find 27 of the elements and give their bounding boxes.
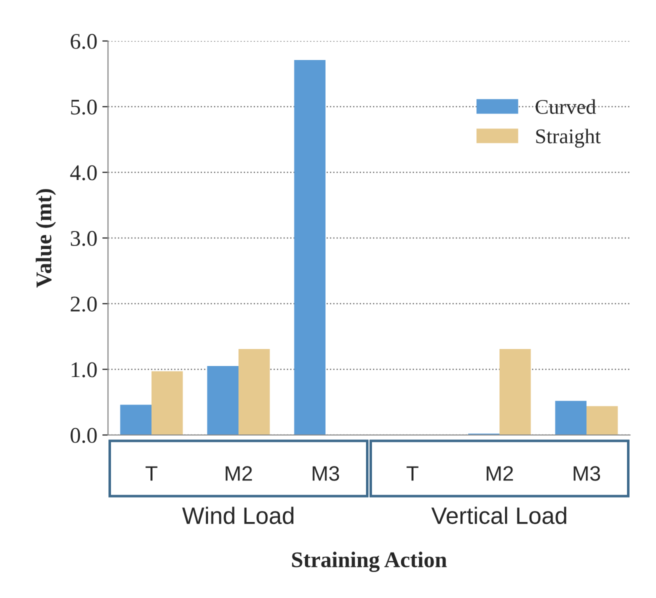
x-tick-label: T	[146, 466, 158, 481]
bar	[207, 366, 238, 435]
y-tick-label: 2.0	[70, 296, 97, 312]
y-tick-label: 1.0	[72, 362, 97, 378]
legend-label: Straight	[536, 128, 601, 148]
x-axis-title: Straining Action	[292, 552, 447, 572]
y-tick-label: 5.0	[71, 100, 97, 115]
bar	[586, 406, 618, 435]
bar	[152, 371, 183, 435]
bar	[294, 60, 326, 435]
x-tick-label: M2	[486, 466, 513, 481]
bar	[238, 348, 270, 435]
x-tick-label: M2	[226, 466, 252, 481]
text: Vertical Load	[431, 506, 566, 524]
x-tick-label: T	[406, 466, 418, 481]
y-tick-label: 4.0	[70, 165, 97, 180]
bar	[120, 404, 152, 435]
text: Wind Load	[182, 506, 294, 524]
x-tick-label: M3	[312, 466, 340, 481]
y-axis-title: Value (mt)	[36, 189, 56, 288]
legend-label: Curved	[536, 99, 596, 114]
y-tick-label: 6.0	[70, 34, 97, 50]
bar	[555, 400, 586, 435]
y-tick-label: 0.0	[70, 428, 97, 444]
x-tick-label: M3	[574, 466, 600, 481]
bar	[500, 348, 531, 435]
y-tick-label: 3.0	[70, 230, 97, 246]
